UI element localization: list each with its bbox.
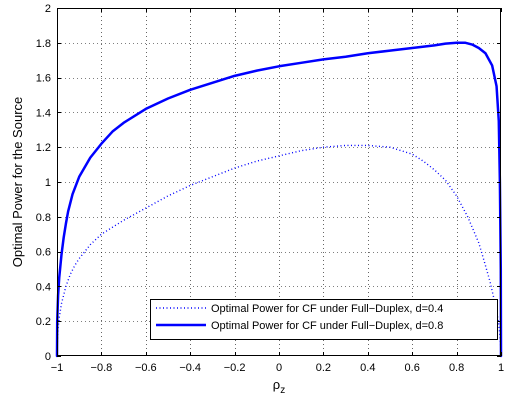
x-tick-labels: −1 −0.8 −0.6 −0.4 −0.2 0 0.2 0.4 0.6 0.8 1 [51, 362, 504, 374]
y-tick-label: 1.8 [36, 38, 51, 50]
y-tick-label: 0.8 [36, 212, 51, 224]
y-tick-label: 1.2 [36, 142, 51, 154]
x-tick-label: −0.6 [135, 362, 157, 374]
series-group [55, 41, 503, 358]
x-tick-label: 0.8 [449, 362, 464, 374]
series-line-d08 [55, 41, 503, 358]
x-tick-label: 0 [276, 362, 282, 374]
legend-entry-d08: Optimal Power for CF under Full−Duplex, … [211, 320, 443, 332]
x-axis-label-main: ρ [273, 377, 280, 392]
legend-entry-d04: Optimal Power for CF under Full−Duplex, … [211, 303, 443, 315]
y-tick-label: 0.4 [36, 281, 51, 293]
y-tick-labels: 0 0.2 0.4 0.6 0.8 1 1.2 1.4 1.6 1.8 2 [36, 3, 51, 363]
y-tick-label: 0.2 [36, 316, 51, 328]
y-tick-label: 1 [45, 177, 51, 189]
x-tick-label: −1 [51, 362, 64, 374]
x-tick-label: 0.4 [360, 362, 375, 374]
x-tick-label: −0.4 [179, 362, 201, 374]
series-line-d04 [56, 144, 502, 357]
y-tick-label: 2 [45, 3, 51, 15]
tick-marks [57, 8, 502, 357]
x-tick-label: −0.8 [91, 362, 113, 374]
y-axis-label: Optimal Power for the Source [10, 97, 25, 268]
legend: Optimal Power for CF under Full−Duplex, … [150, 299, 498, 340]
y-tick-label: 1.4 [36, 107, 51, 119]
x-axis-label: ρz [273, 377, 285, 396]
x-tick-label: 1 [498, 362, 504, 374]
legend-box [150, 299, 498, 340]
y-tick-label: 1.6 [36, 73, 51, 85]
y-tick-label: 0.6 [36, 247, 51, 259]
x-tick-label: 0.2 [316, 362, 331, 374]
x-axis-label-subscript: z [280, 385, 285, 396]
x-tick-label: 0.6 [405, 362, 420, 374]
y-tick-label: 0 [45, 351, 51, 363]
x-tick-label: −0.2 [224, 362, 246, 374]
